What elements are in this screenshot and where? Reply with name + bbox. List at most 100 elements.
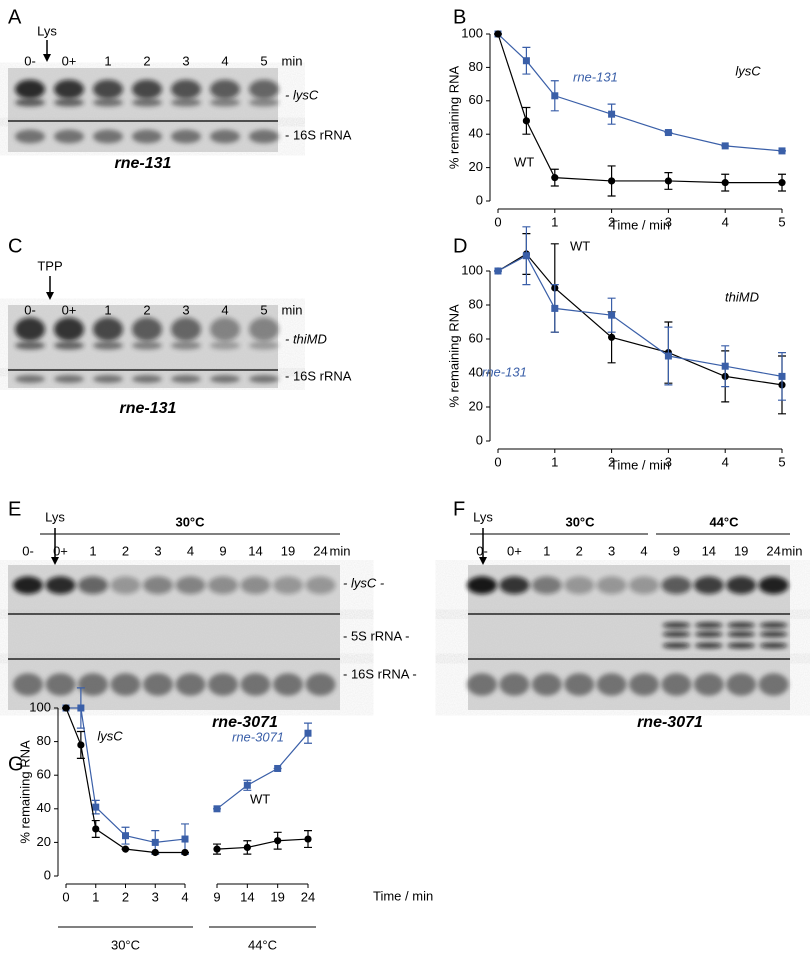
band [175, 673, 206, 696]
band [564, 576, 595, 595]
series-label: rne-131 [573, 69, 618, 84]
panel-letter: B [453, 6, 466, 28]
band [208, 673, 238, 696]
band [759, 622, 788, 629]
y-tick-label: 80 [37, 733, 51, 748]
series-label: WT [514, 154, 534, 169]
chart-title: lysC [97, 728, 123, 743]
x-tick-label: 4 [722, 454, 729, 469]
band [143, 576, 173, 595]
band [499, 576, 530, 595]
data-point [243, 781, 251, 789]
band [531, 576, 562, 595]
band [564, 673, 595, 696]
series-label: WT [250, 791, 270, 806]
band [210, 317, 240, 341]
unit-label: min [782, 543, 803, 558]
strain-label: rne-131 [120, 400, 177, 417]
lane-label: 4 [187, 543, 194, 558]
lane-label: 2 [122, 543, 129, 558]
panel-letter: F [453, 498, 465, 520]
lane-label: 3 [182, 302, 189, 317]
band-label: - lysC [285, 87, 319, 102]
panel-letter: G [8, 753, 24, 775]
band [629, 576, 659, 595]
band [171, 79, 201, 99]
lane-label: 19 [281, 543, 295, 558]
strain-label: rne-3071 [212, 714, 278, 731]
band [727, 642, 756, 649]
data-point [522, 57, 530, 65]
band [661, 576, 692, 595]
lane-label: 0- [24, 302, 36, 317]
panel-letter: E [8, 498, 21, 520]
data-point [778, 372, 786, 380]
lane-label: 9 [673, 543, 680, 558]
series-line [216, 838, 309, 850]
band [110, 576, 141, 595]
lane-label: 5 [260, 302, 267, 317]
band [210, 341, 240, 350]
band [15, 317, 45, 341]
x-axis-label: Time / min [610, 217, 670, 232]
band [629, 673, 659, 696]
band [78, 576, 108, 595]
band [15, 98, 45, 107]
data-point [721, 142, 729, 150]
y-tick-label: 80 [469, 296, 483, 311]
band [13, 673, 43, 696]
band-label: - 16S rRNA [285, 368, 352, 383]
x-tick-label: 3 [665, 214, 672, 229]
band [45, 673, 76, 696]
data-point [304, 835, 312, 843]
lane-label: 0+ [53, 543, 68, 558]
band [93, 375, 123, 383]
temperature-label: 44°C [709, 514, 739, 529]
y-tick-label: 40 [37, 800, 51, 815]
data-point [608, 110, 616, 118]
y-tick-label: 0 [44, 867, 51, 882]
lane-label: 0+ [62, 53, 77, 68]
data-point [778, 179, 786, 187]
band [694, 622, 723, 629]
x-tick-label: 2 [608, 214, 615, 229]
series-label: WT [570, 238, 590, 253]
y-tick-label: 0 [476, 192, 483, 207]
band [93, 79, 123, 99]
y-tick-label: 40 [469, 126, 483, 141]
x-tick-label: 3 [665, 454, 672, 469]
data-point [721, 362, 729, 370]
band [171, 317, 201, 341]
data-point [151, 848, 159, 857]
unit-label: min [330, 543, 351, 558]
x-tick-label: 1 [551, 454, 558, 469]
y-axis-label: % remaining RNA [446, 66, 461, 170]
data-point [494, 267, 502, 275]
data-point [608, 311, 616, 319]
band [93, 98, 123, 107]
lane-label: 0- [476, 543, 488, 558]
data-point [778, 147, 786, 155]
lane-label: 3 [182, 53, 189, 68]
lane-label: 14 [702, 543, 716, 558]
series-line [497, 33, 782, 184]
data-point [181, 835, 189, 843]
x-tick-label: 4 [722, 214, 729, 229]
y-tick-label: 60 [469, 92, 483, 107]
band [132, 341, 162, 350]
lane-label: 0- [24, 53, 36, 68]
data-point [494, 30, 502, 38]
band [596, 673, 627, 696]
band [249, 129, 279, 144]
y-tick-label: 100 [461, 25, 483, 40]
x-tick-label: 5 [778, 214, 785, 229]
strain-label: rne-3071 [637, 714, 703, 731]
data-point [92, 825, 100, 833]
data-point [77, 704, 85, 712]
lane-label: 3 [608, 543, 615, 558]
data-point [213, 805, 221, 813]
band [249, 341, 279, 350]
lane-label: 5 [260, 53, 267, 68]
lane-label: 24 [766, 543, 780, 558]
